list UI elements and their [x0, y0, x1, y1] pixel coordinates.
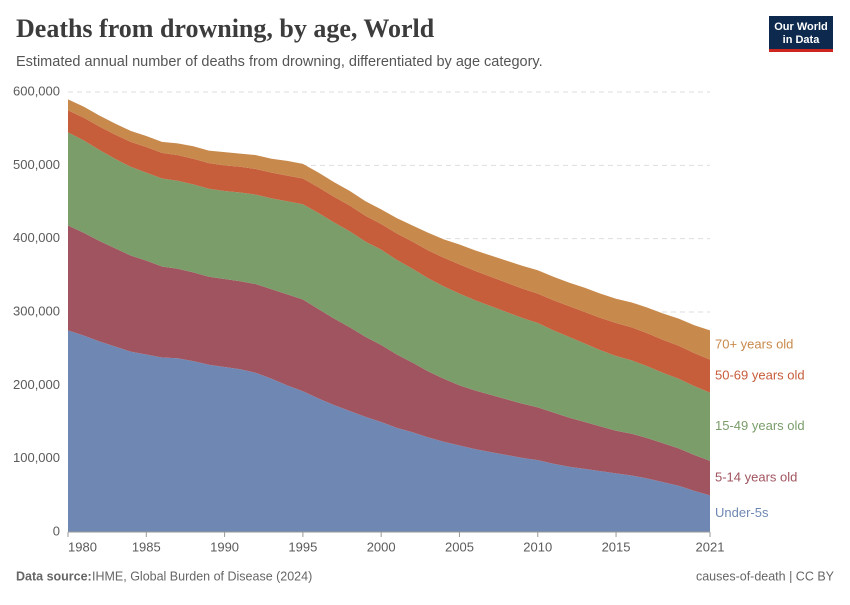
- chart-title: Deaths from drowning, by age, World: [16, 14, 435, 43]
- x-tick-label: 1985: [132, 539, 161, 554]
- x-tick-label: 1990: [210, 539, 239, 554]
- logo-bar: [769, 49, 833, 52]
- source-label: Data source:: [16, 569, 92, 583]
- area: [68, 110, 710, 393]
- legend-label: 15-49 years old: [715, 418, 805, 433]
- y-tick-label: 0: [53, 523, 60, 538]
- footer-right[interactable]: causes-of-death | CC BY: [696, 569, 835, 583]
- area: [68, 132, 710, 461]
- x-tick-label: 1980: [68, 539, 97, 554]
- y-tick-label: 200,000: [13, 377, 60, 392]
- y-tick-label: 300,000: [13, 303, 60, 318]
- x-tick-label: 2010: [523, 539, 552, 554]
- area: [68, 330, 710, 532]
- area: [68, 99, 710, 360]
- y-tick-label: 600,000: [13, 83, 60, 98]
- x-tick-label: 2021: [696, 539, 725, 554]
- logo[interactable]: [769, 16, 833, 52]
- x-tick-label: 1995: [288, 539, 317, 554]
- y-tick-label: 100,000: [13, 450, 60, 465]
- logo-text: in Data: [783, 34, 821, 46]
- legend-label: 70+ years old: [715, 336, 793, 351]
- source: IHME, Global Burden of Disease (2024): [92, 569, 312, 583]
- x-tick-label: 2005: [445, 539, 474, 554]
- area: [68, 225, 710, 496]
- legend-label: 50-69 years old: [715, 368, 805, 383]
- legend-label: 5-14 years old: [715, 470, 797, 485]
- x-tick-label: 2000: [367, 539, 396, 554]
- x-tick-label: 2015: [602, 539, 631, 554]
- logo-text: Our World: [774, 21, 828, 33]
- legend-label: Under-5s: [715, 505, 769, 520]
- y-tick-label: 400,000: [13, 230, 60, 245]
- chart-subtitle: Estimated annual number of deaths from d…: [16, 54, 543, 70]
- y-tick-label: 500,000: [13, 157, 60, 172]
